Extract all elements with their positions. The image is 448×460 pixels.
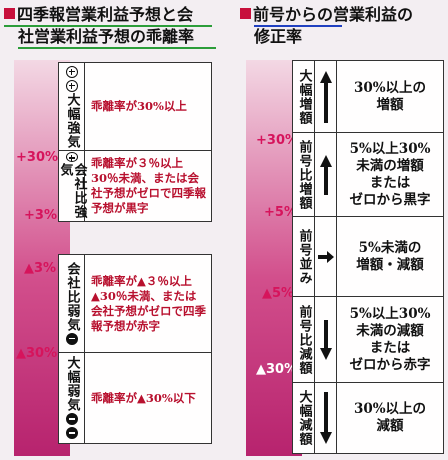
right-title-underline <box>254 25 342 27</box>
arrow-down-icon <box>319 392 332 444</box>
desc-line: ゼロから黒字 <box>349 191 431 208</box>
row-label: 前号並み <box>296 228 312 285</box>
label-cell: 大幅弱気 <box>59 353 85 443</box>
row-desc: 乖離率が▲３％以上▲30％未満、または会社予想がゼロで四季報予想が赤字 <box>91 273 206 333</box>
label-cell: 大幅増額 <box>293 61 315 132</box>
revision-box: 大幅増額 30%以上の 増額 前号比増額 5%以上30% 未満の増額 または ゼロから黒… <box>292 60 444 454</box>
arrow-right-icon <box>317 250 334 263</box>
pct-label: ▲5% <box>262 286 295 301</box>
label-cell: 前号並み <box>293 217 315 296</box>
pct-label: +5% <box>264 205 297 220</box>
bearish-box: 会社比弱気 乖離率が▲３％以上▲30％未満、または会社予想がゼロで四季報予想が赤… <box>58 254 212 444</box>
right-title-line1: 前号からの営業利益の <box>253 5 414 24</box>
left-title-line1: 四季報営業利益予想と会 <box>17 5 194 24</box>
desc-line: 増額 <box>376 96 404 113</box>
label-cell: 会社比強気 <box>57 151 87 221</box>
row-label: 前号比減額 <box>296 304 312 375</box>
row-label: 大幅増額 <box>296 68 312 125</box>
table-row: 大幅増額 30%以上の 増額 <box>293 61 443 133</box>
arrow-cell <box>315 217 337 296</box>
desc-line: 減額 <box>376 418 404 434</box>
table-row: 前号比増額 5%以上30% 未満の増額 または ゼロから黒字 <box>293 133 443 217</box>
left-title-underline-1 <box>4 25 212 27</box>
arrow-up-icon <box>319 70 332 123</box>
plus-circle-icon <box>65 65 78 78</box>
left-title: 四季報営業利益予想と会 社営業利益予想の乖離率 <box>4 4 194 48</box>
left-title-line2: 社営業利益予想の乖離率 <box>18 27 195 46</box>
right-panel: 前号からの営業利益の 修正率 +30% +5% ▲5% ▲30% 大幅増額 30… <box>236 0 448 460</box>
desc-line: または <box>369 174 411 191</box>
label-cell: 会社比弱気 <box>59 255 85 352</box>
plus-circle-icon <box>65 152 78 163</box>
label-cell: 前号比増額 <box>293 133 315 216</box>
label-cell: 前号比減額 <box>293 297 315 382</box>
row-desc: 5%未満の 増額・減額 <box>337 217 443 296</box>
minus-circle-icon <box>65 332 78 345</box>
right-title: 前号からの営業利益の 修正率 <box>240 4 413 48</box>
row-label: 大幅減額 <box>296 390 312 446</box>
desc-line: 30%以上の <box>353 401 427 417</box>
pct-label: +3% <box>24 208 57 223</box>
row-desc: 5%以上30% 未満の増額 または ゼロから黒字 <box>337 133 443 216</box>
desc-line: 5%以上30% <box>349 305 431 322</box>
desc-line: ゼロから赤字 <box>349 356 431 373</box>
desc-line: 未満の増額 <box>356 157 424 174</box>
table-row: 大幅弱気 乖離率が▲30%以下 <box>59 353 211 443</box>
row-label: 会社比弱気 <box>64 261 80 332</box>
pct-label: +30% <box>16 150 59 165</box>
desc-line: 5%以上30% <box>349 140 431 157</box>
label-cell: 大幅減額 <box>293 383 315 453</box>
bullish-box: 大幅強気 乖離率が30%以上 会社比強気 乖離率が３％以上30％未満、または会社… <box>58 62 212 222</box>
row-desc: 5%以上30% 未満の減額 または ゼロから赤字 <box>337 297 443 382</box>
table-row: 前号比減額 5%以上30% 未満の減額 または ゼロから赤字 <box>293 297 443 383</box>
pct-label: ▲30% <box>16 346 58 361</box>
row-label: 会社比強気 <box>57 163 87 220</box>
row-label: 大幅強気 <box>64 92 80 149</box>
right-title-line2: 修正率 <box>254 27 303 46</box>
desc-line: 未満の減額 <box>356 322 424 339</box>
minus-circle-icon <box>65 427 78 439</box>
pct-label: ▲3% <box>24 261 57 276</box>
row-desc: 乖離率が30%以上 <box>91 99 187 113</box>
table-row: 大幅強気 乖離率が30%以上 <box>59 63 211 151</box>
arrow-cell <box>315 61 337 132</box>
table-row: 大幅減額 30%以上の 減額 <box>293 383 443 453</box>
row-label: 前号比増額 <box>296 139 312 210</box>
table-row: 会社比弱気 乖離率が▲３％以上▲30％未満、または会社予想がゼロで四季報予想が赤… <box>59 255 211 353</box>
row-desc: 乖離率が３％以上30％未満、または会社予想がゼロで四季報予想が黒字 <box>91 156 206 215</box>
red-square-bullet <box>4 8 15 19</box>
row-desc: 30%以上の 減額 <box>337 383 443 453</box>
red-square-bullet <box>240 8 251 19</box>
desc-line: 増額・減額 <box>356 256 424 273</box>
arrow-down-icon <box>319 319 332 360</box>
table-row: 前号並み 5%未満の 増額・減額 <box>293 217 443 297</box>
desc-line: 30%以上の <box>353 79 427 96</box>
plus-circle-icon <box>65 79 78 92</box>
pct-label: ▲30% <box>256 362 298 377</box>
arrow-up-icon <box>319 154 332 195</box>
pct-label: +30% <box>256 133 299 148</box>
left-title-underline-2 <box>18 47 216 49</box>
arrow-cell <box>315 133 337 216</box>
left-panel: 四季報営業利益予想と会 社営業利益予想の乖離率 +30% +3% ▲3% ▲30… <box>4 4 216 456</box>
desc-line: または <box>369 339 411 356</box>
row-desc: 30%以上の 増額 <box>337 61 443 132</box>
arrow-cell <box>315 383 337 453</box>
row-desc: 乖離率が▲30%以下 <box>91 390 196 405</box>
arrow-cell <box>315 297 337 382</box>
row-label: 大幅弱気 <box>64 356 80 412</box>
desc-line: 5%未満の <box>358 239 422 256</box>
label-cell: 大幅強気 <box>59 63 85 150</box>
minus-circle-icon <box>65 413 78 425</box>
table-row: 会社比強気 乖離率が３％以上30％未満、または会社予想がゼロで四季報予想が黒字 <box>57 151 211 221</box>
